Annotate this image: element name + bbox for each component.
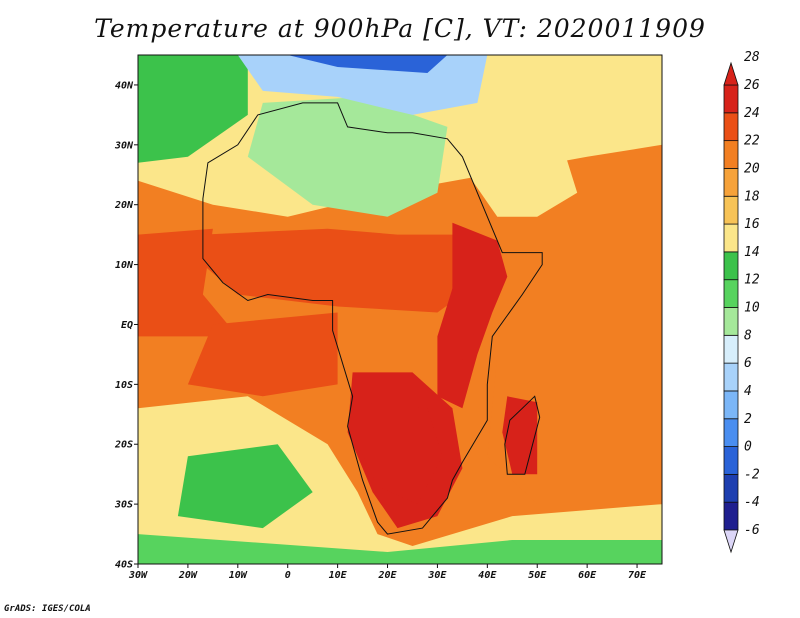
x-tick-label: 30E xyxy=(427,570,447,581)
colorbar-swatch xyxy=(723,195,739,225)
y-tick-label: 20S xyxy=(114,440,133,451)
colorbar-label: 0 xyxy=(744,440,752,455)
y-tick-label: 10S xyxy=(115,380,133,391)
temp-region-tropical-atlantic-warm xyxy=(138,228,238,337)
y-tick-label: 20N xyxy=(114,200,134,211)
temp-region-horn-hot xyxy=(452,240,488,361)
y-tick-label: 10N xyxy=(115,260,134,271)
x-tick-label: 50E xyxy=(528,570,547,581)
colorbar-swatch xyxy=(723,168,739,197)
colorbar-swatch xyxy=(723,279,739,308)
grads-credit: GrADS: IGES/COLA xyxy=(4,604,91,614)
colorbar-label: 18 xyxy=(744,189,760,204)
colorbar-label: -6 xyxy=(744,523,760,538)
x-tick-label: 40E xyxy=(478,570,497,581)
colorbar-swatch xyxy=(723,418,739,447)
x-tick-label: 10E xyxy=(329,570,348,581)
colorbar-swatch xyxy=(723,140,739,169)
temp-region-south-atlantic-core xyxy=(177,444,313,529)
y-tick-label: 30S xyxy=(114,500,133,511)
colorbar-swatch xyxy=(723,501,739,531)
plot-area xyxy=(138,55,662,564)
colorbar-swatch xyxy=(723,473,739,503)
axis-ticks: 30W 20W 10W 0 10E 20E 30E 40E 50E 60E 70E 40N 30N 20N… xyxy=(114,80,647,581)
x-tick-label: 10W xyxy=(229,570,248,581)
colorbar-swatch xyxy=(723,362,739,392)
colorbar-swatch xyxy=(723,307,739,336)
madagascar-coastline xyxy=(504,395,541,475)
temp-region-southern-ocean-cold xyxy=(138,534,662,564)
map-title: Temperature at 900hPa [C], VT: 202001190… xyxy=(94,14,706,43)
colorbar-top-triangle xyxy=(723,61,739,86)
colorbar-swatch xyxy=(723,446,739,475)
temp-region-arabia-cool xyxy=(462,144,578,217)
colorbar-label: 26 xyxy=(744,78,760,93)
temperature-fill-layer xyxy=(138,55,662,564)
temp-region-kalahari-hottest xyxy=(357,402,443,505)
colorbar-label: 24 xyxy=(744,106,760,121)
colorbar-label: 20 xyxy=(744,161,760,176)
y-tick-label: 30N xyxy=(114,140,134,151)
colorbar-label: 6 xyxy=(744,356,752,371)
colorbar-label: 12 xyxy=(744,273,760,288)
africa-coastline xyxy=(202,102,543,535)
colorbar-label: 10 xyxy=(744,301,760,316)
x-tick-label: 20W xyxy=(178,570,198,581)
colorbar-label: 2 xyxy=(744,412,752,427)
colorbar-swatch xyxy=(723,112,739,142)
temp-region-north-atlantic-mild xyxy=(138,55,248,163)
colorbar-swatch xyxy=(723,251,739,281)
x-tick-label: 30W xyxy=(128,570,148,581)
colorbar-swatch xyxy=(723,334,739,364)
colorbar-label: -2 xyxy=(744,467,760,482)
colorbar-label: 8 xyxy=(744,328,752,343)
coastline-layer xyxy=(202,102,543,535)
colorbar-bottom-triangle xyxy=(723,529,739,554)
colorbar-label: -4 xyxy=(744,495,760,510)
temp-region-sahara-cold xyxy=(247,96,448,217)
x-tick-label: 0 xyxy=(285,570,291,581)
colorbar-label: 4 xyxy=(744,384,752,399)
colorbar-label: 28 xyxy=(744,50,760,65)
colorbar-swatch xyxy=(723,84,739,114)
temp-region-gulf-of-guinea-warm xyxy=(187,312,338,397)
plot-frame xyxy=(137,54,663,565)
temp-region-madagascar xyxy=(502,396,538,475)
temp-region-sahel-warm xyxy=(202,228,488,313)
colorbar-label: 22 xyxy=(744,134,760,149)
y-tick-label: 40N xyxy=(115,80,134,91)
y-tick-label: EQ xyxy=(121,320,133,331)
colorbar-swatch xyxy=(723,390,739,420)
x-tick-label: 70E xyxy=(628,570,647,581)
temp-region-europe-very-cold xyxy=(287,55,448,73)
colorbar-swatch xyxy=(723,223,739,253)
colorbar-label: 14 xyxy=(744,245,760,260)
x-tick-label: 60E xyxy=(578,570,597,581)
x-tick-label: 20E xyxy=(377,570,397,581)
y-tick-label: 40S xyxy=(115,560,133,571)
colorbar-label: 16 xyxy=(744,217,760,232)
